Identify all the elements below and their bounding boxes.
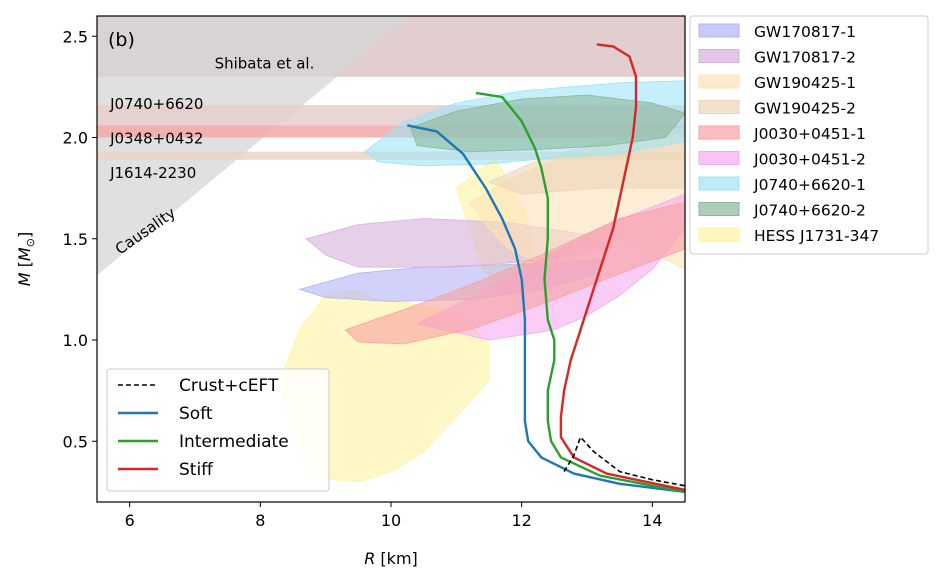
region-legend-swatch — [698, 176, 740, 191]
region-legend: GW170817-1 GW170817-2 GW190425-1 GW190425-2… — [689, 15, 929, 255]
axes: 6 8 10 12 14 0.5 1.0 1.5 2.0 2.5 R [km] M [M⊙] — [15, 27, 663, 568]
region-legend-label: GW190425-2 — [754, 100, 856, 118]
region-9 — [344, 201, 685, 345]
y-tick-label: 2.0 — [63, 129, 88, 148]
region-legend-box — [689, 15, 929, 255]
x-axis-label: R [km] — [364, 549, 418, 568]
x-tick-label: 10 — [381, 511, 401, 530]
legend-label-crust: Crust+cEFT — [179, 376, 279, 396]
y-tick-label: 1.0 — [63, 331, 88, 350]
line-legend-box — [106, 368, 330, 492]
region-legend-label: J0030+0451-1 — [753, 125, 866, 143]
x-tick-label: 6 — [125, 511, 135, 530]
y-tick-label: 2.5 — [63, 27, 88, 46]
legend-label-soft: Soft — [179, 404, 213, 424]
region-legend-label: GW170817-2 — [754, 49, 856, 67]
constraint-regions — [97, 16, 685, 483]
x-tick-label: 14 — [642, 511, 662, 530]
region-legend-swatch — [698, 74, 740, 89]
causality-region — [97, 16, 411, 276]
legend-label-stiff: Stiff — [179, 460, 214, 480]
band-label-1: J0348+0432 — [109, 130, 203, 148]
region-legend-label: J0740+6620-2 — [753, 202, 866, 220]
legend-label-intermediate: Intermediate — [179, 432, 289, 452]
region-legend-swatch — [698, 23, 740, 38]
band-label-2: J1614-2230 — [109, 164, 196, 182]
line-legend: Crust+cEFT Soft Intermediate Stiff — [106, 368, 330, 492]
eos-curves — [407, 43, 685, 494]
region-legend-swatch — [698, 125, 740, 140]
panel-label: (b) — [108, 29, 135, 51]
region-legend-label: GW190425-1 — [754, 74, 856, 92]
region-legend-swatch — [698, 49, 740, 63]
curve-intermediate — [475, 91, 685, 494]
curve-stiff — [559, 43, 685, 492]
region-legend-swatch — [698, 100, 740, 114]
x-tick-label: 8 — [255, 511, 265, 530]
y-axis-label: M [M⊙] — [15, 232, 37, 286]
region-legend-swatch — [698, 227, 740, 242]
region-legend-swatch — [698, 202, 740, 216]
region-legend-label: J0740+6620-1 — [753, 176, 866, 194]
y-tick-label: 0.5 — [63, 432, 88, 451]
region-legend-label: GW170817-1 — [754, 23, 856, 41]
y-tick-label: 1.5 — [63, 230, 88, 249]
region-legend-label: J0030+0451-2 — [753, 151, 866, 169]
curve-soft — [407, 124, 685, 494]
curve-crust — [563, 436, 685, 487]
x-tick-label: 12 — [511, 511, 531, 530]
band-label-0: J0740+6620 — [109, 95, 203, 113]
region-legend-label: HESS J1731-347 — [754, 227, 879, 245]
shibata-label: Shibata et al. — [215, 55, 315, 73]
region-legend-swatch — [698, 151, 740, 165]
